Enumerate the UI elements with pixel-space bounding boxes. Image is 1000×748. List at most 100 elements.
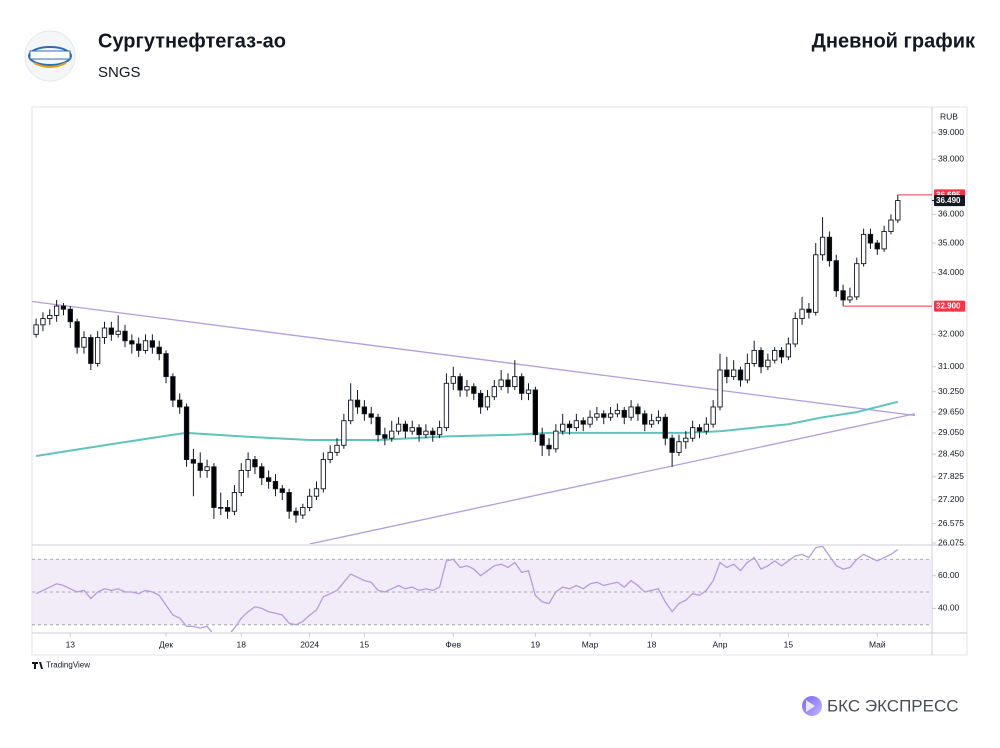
candle-body	[245, 459, 251, 471]
candle-body	[170, 376, 176, 401]
candle-body	[642, 413, 648, 425]
x-tick-label: 18	[237, 639, 247, 649]
candle-body	[368, 413, 374, 418]
candle-body	[566, 423, 573, 429]
candle-body	[799, 308, 805, 320]
y-tick-label: 29.650	[938, 406, 964, 416]
candle-body	[580, 420, 586, 425]
candle-body	[224, 507, 231, 512]
candle-body	[402, 423, 409, 432]
candle-body	[491, 386, 497, 398]
x-tick-label: 19	[531, 639, 541, 649]
candle-body	[197, 462, 203, 471]
y-tick-label: 34.000	[938, 267, 964, 277]
candle-body	[744, 362, 750, 381]
y-tick-label: 26.075	[938, 537, 964, 547]
candle-body	[587, 416, 593, 425]
candle-body	[95, 337, 101, 364]
candle-body	[53, 305, 60, 316]
candle-body	[313, 488, 320, 497]
candle-body	[696, 427, 703, 432]
candle-body	[758, 349, 764, 368]
candle-body	[655, 416, 662, 422]
candle-body	[389, 430, 395, 439]
trendline	[32, 300, 915, 417]
x-tick-label: 13	[66, 639, 76, 649]
candle-body	[477, 392, 484, 408]
trendline	[309, 413, 916, 544]
candle-body	[505, 379, 511, 388]
candle-body	[703, 423, 709, 432]
chart-frame	[31, 106, 968, 656]
x-tick-label: Апр	[712, 639, 727, 649]
y-tick-label: 28.450	[938, 448, 964, 458]
candle-body	[635, 406, 641, 415]
brand: БКС ЭКСПРЕСС	[802, 696, 959, 716]
x-tick-label: 15	[360, 639, 370, 649]
brand-name: БКС ЭКСПРЕСС	[827, 696, 959, 715]
y-tick-label: 32.000	[938, 329, 964, 339]
candle-body	[259, 466, 265, 479]
candle-body	[854, 263, 860, 298]
y-tick-label: 39.000	[938, 127, 964, 137]
candle-body	[60, 305, 67, 310]
candle-body	[163, 353, 169, 378]
candle-body	[320, 459, 326, 490]
candle-body	[628, 406, 634, 418]
candle-body	[74, 321, 80, 348]
candle-body	[204, 466, 210, 471]
candle-body	[136, 343, 142, 351]
candle-body	[142, 340, 149, 351]
candle-body	[395, 423, 402, 432]
candle-body	[621, 409, 627, 418]
candle-body	[785, 343, 792, 358]
candle-body	[211, 466, 217, 508]
x-tick-label: 2024	[300, 639, 319, 649]
candle-body	[183, 406, 190, 461]
candle-body	[218, 507, 224, 509]
candle-body	[731, 369, 737, 378]
price-label-box	[934, 300, 965, 312]
rsi-line	[35, 546, 899, 632]
candle-body	[293, 510, 299, 516]
candle-body	[252, 459, 258, 468]
candle-body	[457, 376, 463, 391]
candle-body	[450, 376, 456, 384]
candle-body	[778, 349, 785, 358]
candle-body	[67, 308, 73, 323]
candle-body	[826, 236, 833, 262]
candle-body	[122, 330, 128, 342]
candle-body	[484, 396, 491, 408]
y-tick-label: 30.250	[938, 386, 964, 396]
y-tick-label: 31.000	[938, 361, 964, 371]
candle-body	[334, 444, 340, 453]
candle-body	[833, 260, 839, 292]
candle-body	[354, 399, 361, 408]
candle-body	[772, 349, 778, 361]
tradingview: TradingView	[46, 661, 90, 670]
candle-body	[430, 430, 436, 436]
candle-body	[792, 318, 798, 345]
candle-body	[847, 296, 853, 301]
candle-body	[464, 386, 470, 391]
candle-body	[190, 459, 197, 464]
logo	[24, 30, 76, 82]
tradingview-logo: TradingView	[32, 661, 90, 670]
candle-body	[532, 389, 538, 436]
candle-body	[553, 430, 559, 450]
candle-body	[648, 420, 655, 425]
candle-body	[840, 290, 846, 301]
candle-body	[436, 427, 443, 436]
candle-body	[108, 327, 114, 335]
candle-body	[341, 420, 347, 446]
candle-body	[129, 340, 135, 345]
candle-body	[710, 406, 716, 425]
price-label-box	[934, 195, 965, 207]
candle-body	[806, 308, 812, 313]
moving-average	[35, 400, 899, 457]
x-tick-label: 15	[784, 639, 794, 649]
candle-body	[881, 231, 887, 250]
candle-body	[717, 369, 723, 408]
candle-body	[361, 406, 368, 415]
price-label: 36.490	[936, 196, 961, 205]
